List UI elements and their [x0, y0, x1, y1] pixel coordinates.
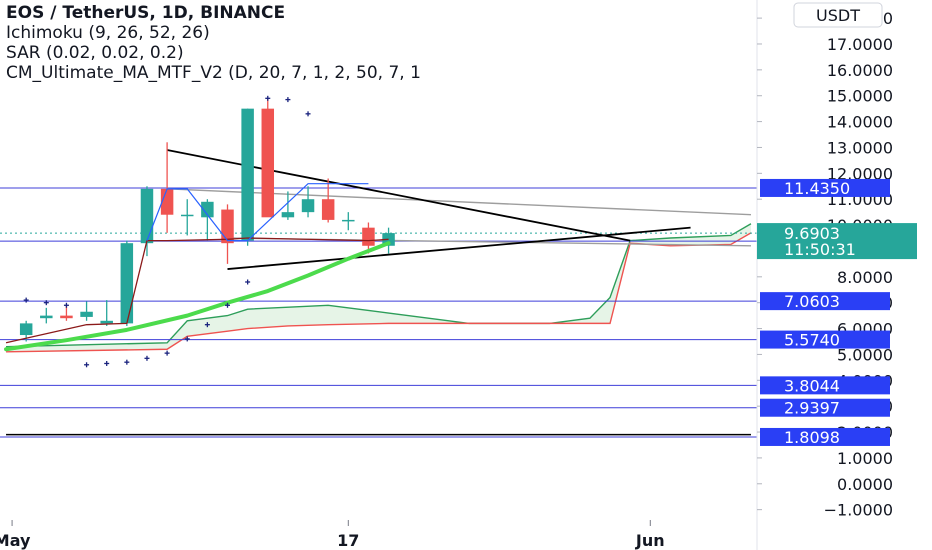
x-tick-label: May	[0, 531, 31, 550]
last-price-countdown: 11:50:31	[784, 240, 856, 259]
last-price-badge-bg	[757, 223, 917, 260]
x-tick-label: Jun	[635, 531, 665, 550]
y-tick-label: 12.0000	[827, 164, 893, 183]
level-badge: 3.8044	[760, 376, 890, 395]
candle-body	[140, 188, 154, 244]
y-tick-label: −1.0000	[824, 501, 893, 520]
cloud-span-b	[6, 232, 752, 353]
level-badge: 11.4350	[760, 178, 890, 198]
level-badge: 1.8098	[760, 427, 890, 447]
y-tick-label: 5.0000	[837, 345, 893, 364]
y-tick-label: 17.0000	[827, 35, 893, 54]
candle-body	[180, 214, 194, 217]
y-tick-label: 1.0000	[837, 449, 893, 468]
legend-symbol[interactable]: EOS / TetherUS, 1D, BINANCE	[6, 3, 285, 23]
candle-body	[40, 315, 53, 319]
candles	[19, 98, 395, 342]
level-badge: 7.0603	[760, 292, 890, 311]
cloud-span-a	[6, 223, 752, 348]
level-badge-bg	[760, 427, 890, 446]
currency-button-label[interactable]: USDT	[816, 6, 860, 25]
time-axis: May 17 Jun	[0, 520, 665, 550]
candle-body	[201, 201, 214, 218]
trend-drawings	[6, 149, 751, 436]
level-badge-bg	[760, 178, 890, 197]
level-badge-text: 5.5740	[784, 331, 840, 350]
candle-body	[362, 227, 375, 246]
candle-body	[100, 320, 113, 324]
legend-ichimoku[interactable]: Ichimoku (9, 26, 52, 26)	[6, 23, 210, 43]
candle-body	[160, 188, 174, 215]
candle-body	[60, 315, 73, 319]
candle-body	[120, 243, 134, 324]
candle-body	[241, 108, 254, 241]
y-tick-label: 8.0000	[837, 268, 893, 287]
level-badge: 2.9397	[760, 398, 890, 418]
level-badge-text: 7.0603	[784, 292, 840, 311]
level-badge-bg	[760, 292, 890, 311]
candle-body	[342, 219, 355, 222]
tenkan-line	[146, 183, 369, 242]
level-badge: 5.5740	[760, 330, 890, 350]
legend: EOS / TetherUS, 1D, BINANCE Ichimoku (9,…	[6, 3, 421, 83]
candle-body	[80, 311, 93, 317]
level-badge-text: 1.8098	[784, 428, 840, 447]
legend-ma[interactable]: CM_Ultimate_MA_MTF_V2 (D, 20, 7, 1, 2, 5…	[6, 63, 421, 83]
indicators	[4, 95, 391, 368]
y-tick-label: 14.0000	[827, 113, 893, 132]
candle-body	[281, 212, 295, 218]
reference-line	[167, 188, 751, 216]
candle-body	[261, 108, 275, 218]
ma-line	[4, 241, 391, 352]
level-badge-text: 2.9397	[784, 399, 840, 418]
trend-line	[166, 149, 631, 242]
x-tick-label: 17	[337, 531, 359, 550]
candle-body	[321, 199, 335, 220]
y-tick-label: 16.0000	[827, 61, 893, 80]
last-price-value: 9.6903	[784, 224, 840, 243]
kijun-line	[5, 237, 389, 344]
currency-button[interactable]: USDT	[793, 2, 883, 28]
candle-body	[221, 209, 234, 244]
candle-body	[301, 199, 315, 213]
price-badges: 11.43509.37767.06035.57403.80442.93971.8…	[757, 178, 917, 447]
level-badge-bg	[760, 398, 890, 417]
candle-body	[19, 323, 33, 336]
level-badge-text: 11.4350	[784, 179, 850, 198]
level-badge-bg	[760, 330, 890, 349]
legend-sar[interactable]: SAR (0.02, 0.02, 0.2)	[6, 43, 184, 63]
y-tick-label: 13.0000	[827, 138, 893, 157]
y-tick-label: 15.0000	[827, 87, 893, 106]
level-badge-text: 3.8044	[784, 376, 840, 395]
y-tick-label: 0.0000	[837, 475, 893, 494]
price-scale-background	[757, 0, 932, 550]
trend-line	[227, 226, 691, 270]
level-badge-bg	[760, 376, 890, 395]
